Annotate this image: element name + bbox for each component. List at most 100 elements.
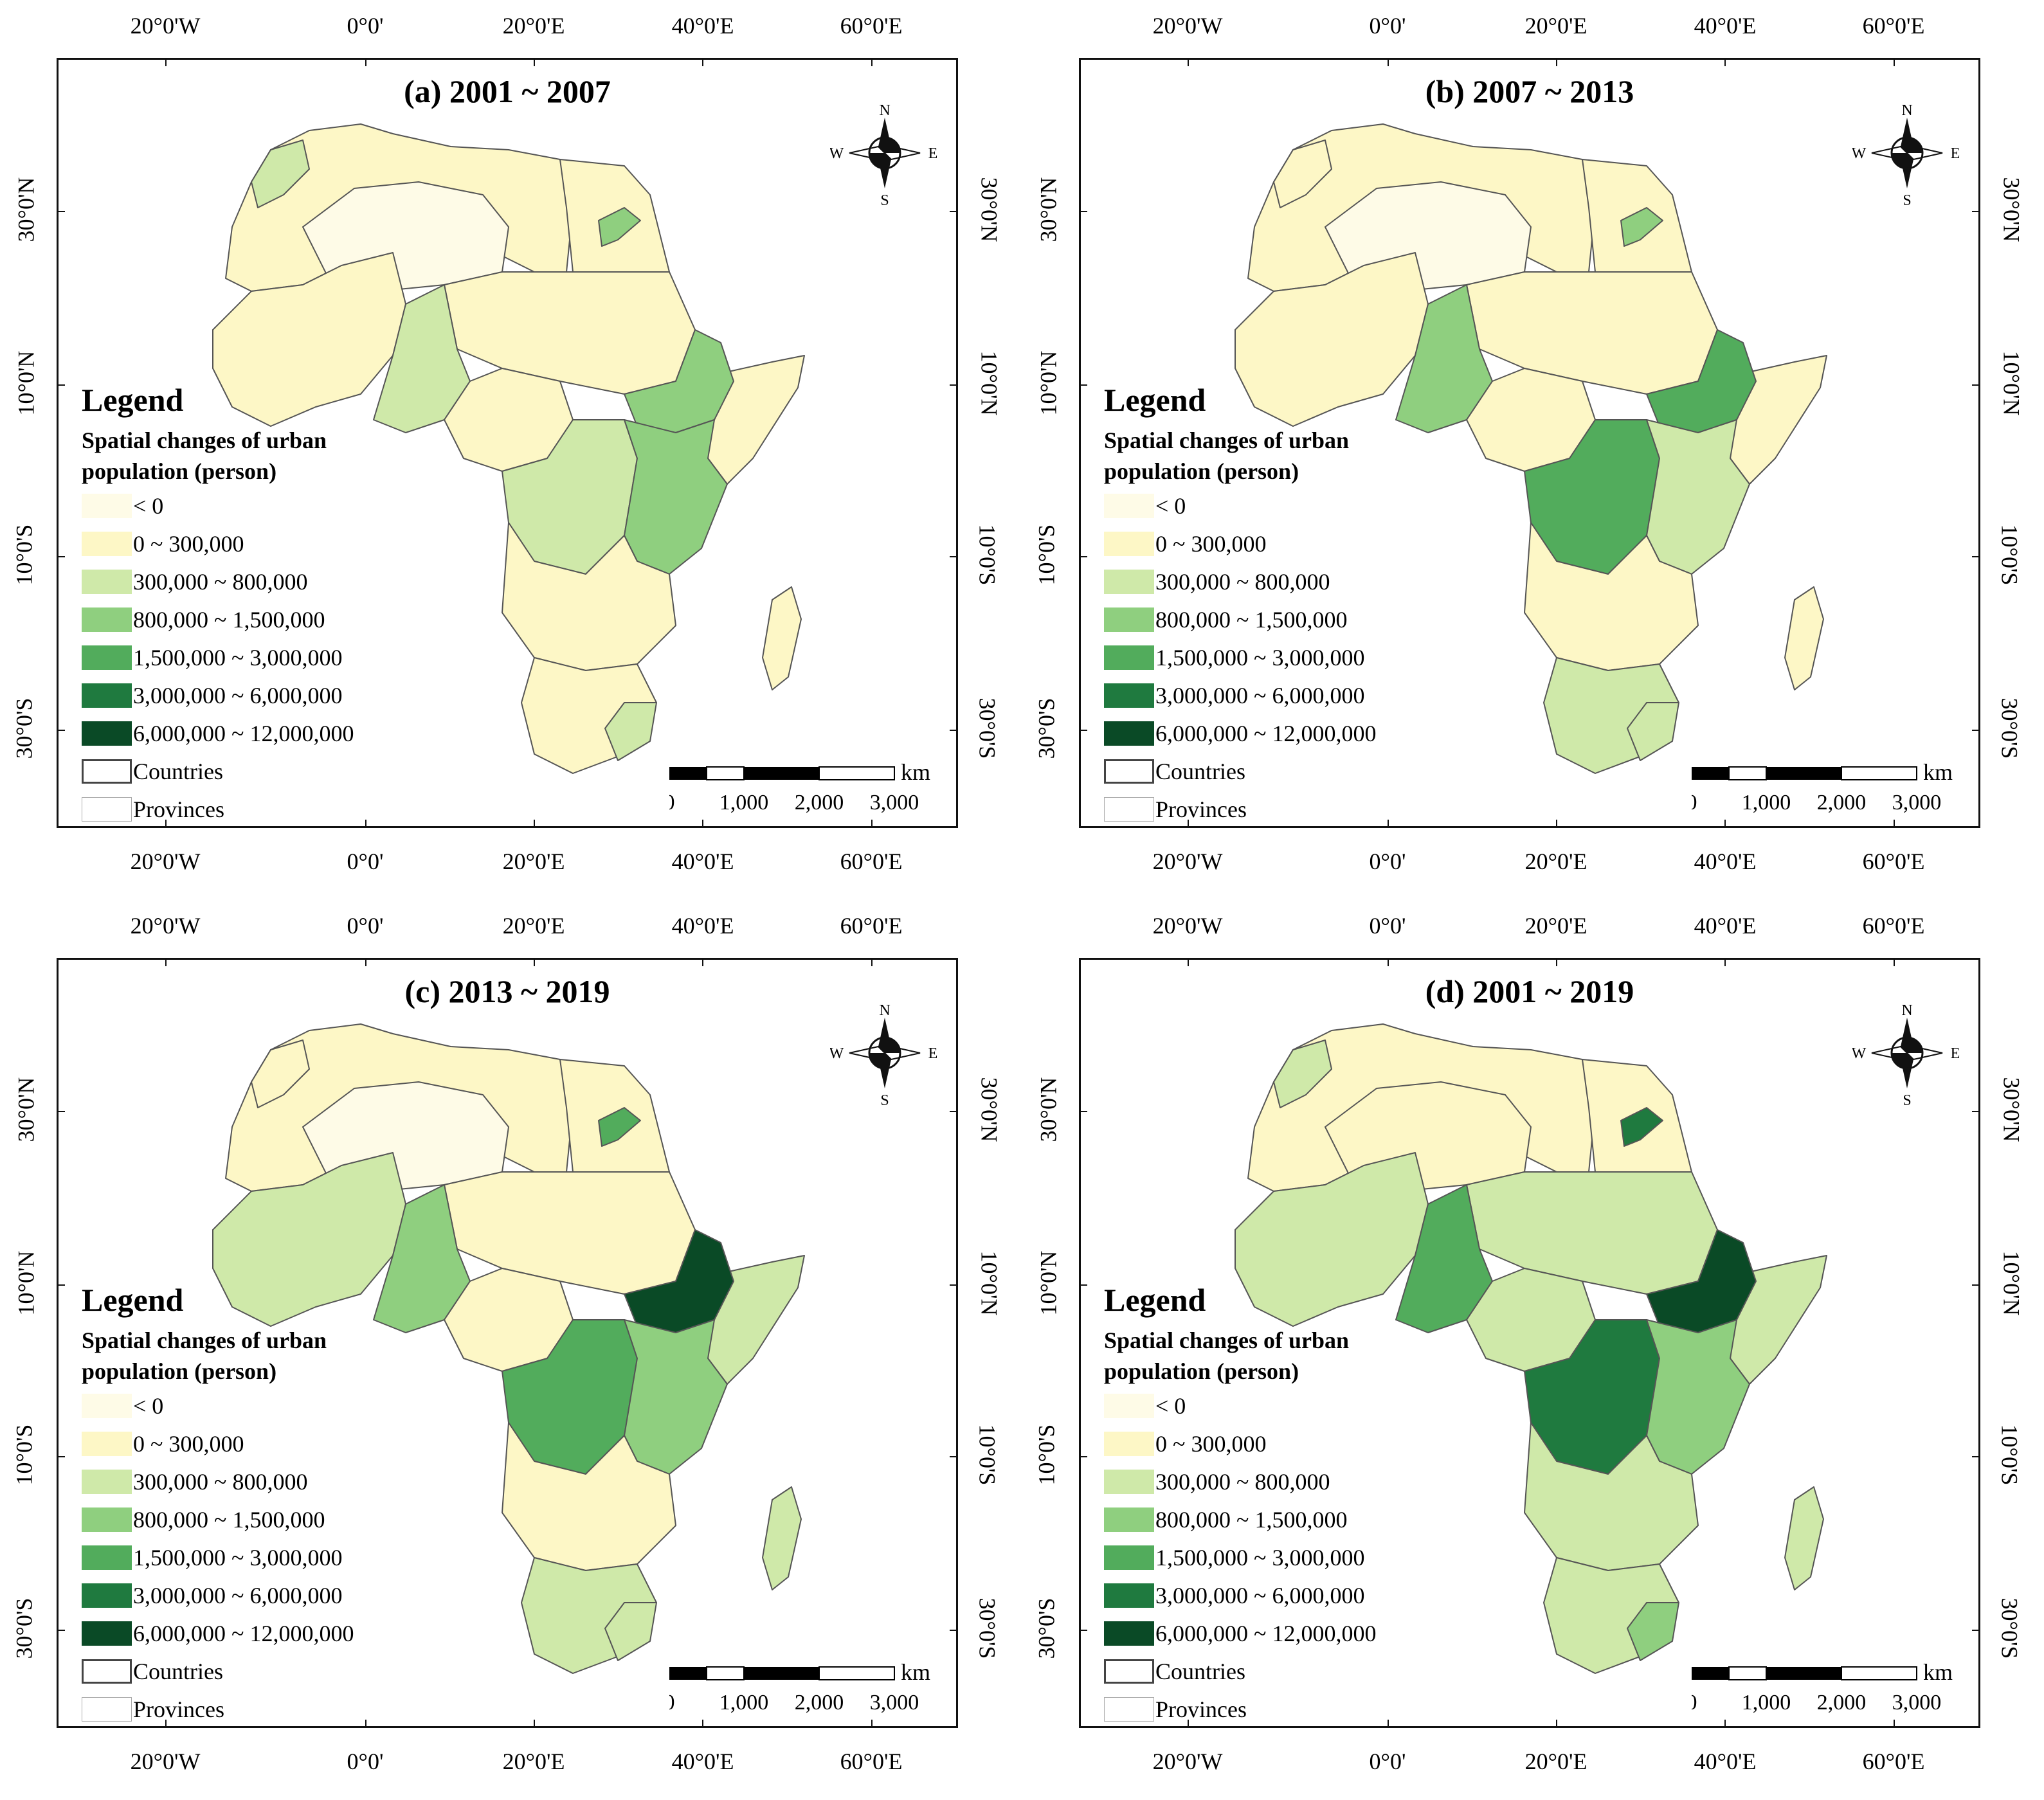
lon-label-top: 40°0'E: [671, 13, 734, 39]
compass-s: S: [1903, 1092, 1911, 1108]
scale-label: 1,000: [719, 791, 769, 815]
lon-label-top: 20°0'W: [1152, 913, 1223, 939]
region-eastafrica: [624, 419, 728, 575]
legend-swatch: [1104, 1469, 1154, 1494]
legend-label: 0 ~ 300,000: [133, 530, 244, 557]
legend-swatch: [1104, 645, 1154, 670]
legend-item: < 0: [1104, 1387, 1464, 1425]
region-sudan: [444, 1171, 696, 1295]
legend: Legend Spatial changes of urban populati…: [1104, 381, 1464, 826]
legend-swatch: [1104, 569, 1154, 594]
legend-item: 0 ~ 300,000: [82, 1425, 442, 1462]
legend-item: 1,500,000 ~ 3,000,000: [82, 638, 442, 676]
legend-classes: < 0 0 ~ 300,000 300,000 ~ 800,000 800,000 ~…: [1104, 487, 1464, 752]
region-eastafrica: [1646, 419, 1750, 575]
region-sudan: [1466, 1171, 1718, 1295]
legend-heading: Legend: [1104, 382, 1206, 418]
lon-label-top: 20°0'W: [1152, 13, 1223, 39]
countries-swatch: [82, 1659, 132, 1684]
legend-item: 6,000,000 ~ 12,000,000: [1104, 714, 1464, 752]
region-sudan: [444, 271, 696, 395]
scale-bar: km 0 1,000 2,000 3,000: [669, 760, 930, 815]
lon-label-bottom: 0°0': [1369, 1749, 1406, 1774]
legend-subtitle: population (person): [1104, 458, 1299, 484]
region-southafrica-e: [604, 1602, 657, 1661]
region-southafrica-e: [604, 702, 657, 761]
lon-label-top: 40°0'E: [671, 913, 734, 939]
legend-item-provinces: Provinces: [82, 1690, 442, 1726]
lat-label-right: 30°0'S: [974, 1598, 1000, 1659]
lon-label-top: 20°0'E: [1524, 913, 1587, 939]
legend-subtitle: Spatial changes of urban: [82, 428, 327, 453]
region-nile: [1620, 1107, 1663, 1147]
legend-classes: < 0 0 ~ 300,000 300,000 ~ 800,000 800,000 ~…: [1104, 1387, 1464, 1652]
region-nile: [598, 1107, 641, 1147]
legend-label: 1,500,000 ~ 3,000,000: [133, 1544, 343, 1571]
region-morocco: [1273, 1040, 1332, 1108]
legend-swatch: [1104, 1393, 1154, 1418]
lat-label-right: 10°0'S: [1996, 1424, 2023, 1486]
region-madagascar: [1784, 586, 1824, 690]
lon-label-bottom: 60°0'E: [840, 1749, 903, 1774]
lon-label-bottom: 20°0'E: [1524, 1749, 1587, 1774]
region-eastafrica: [624, 1319, 728, 1475]
legend-label: 3,000,000 ~ 6,000,000: [1155, 1582, 1365, 1608]
lon-label-bottom: 0°0': [1369, 849, 1406, 874]
lat-label-right: 30°0'S: [1996, 1598, 2023, 1659]
legend-item: 300,000 ~ 800,000: [82, 1462, 442, 1500]
region-nile: [598, 207, 641, 247]
legend-swatch: [1104, 721, 1154, 746]
lat-label-left: 10°0'S: [11, 1424, 37, 1486]
compass-e: E: [1951, 145, 1960, 162]
legend-item: 300,000 ~ 800,000: [1104, 1462, 1464, 1500]
legend-item: 3,000,000 ~ 6,000,000: [1104, 676, 1464, 714]
legend-swatch: [82, 1469, 132, 1494]
lat-label-right: 30°0'N: [976, 1077, 1002, 1142]
lon-label-top: 20°0'W: [130, 913, 201, 939]
lat-label-left: 30°0'S: [1033, 1598, 1060, 1659]
lat-label-left: 30°0'N: [1035, 1077, 1062, 1142]
legend-swatch: [1104, 1545, 1154, 1570]
legend-label: Countries: [133, 758, 223, 784]
africa-map: [1081, 60, 1978, 826]
scale-label: 2,000: [1817, 1691, 1867, 1715]
region-sudan: [1466, 271, 1718, 395]
legend-item: 800,000 ~ 1,500,000: [1104, 600, 1464, 638]
legend-swatch: [1104, 1583, 1154, 1608]
compass-n: N: [1901, 102, 1912, 119]
legend-swatch: [82, 531, 132, 556]
lat-label-right: 10°0'N: [1998, 1250, 2025, 1316]
lat-label-left: 30°0'S: [11, 1598, 37, 1659]
region-madagascar: [762, 1486, 802, 1590]
compass-n: N: [1901, 1002, 1912, 1019]
provinces-swatch: [82, 1697, 132, 1722]
scale-label: 0: [669, 1691, 675, 1715]
legend-label: Provinces: [1155, 1696, 1247, 1722]
legend-subtitle: population (person): [1104, 1358, 1299, 1384]
region-southcentral: [1524, 1422, 1699, 1571]
lon-label-bottom: 40°0'E: [1694, 849, 1757, 874]
lon-label-bottom: 60°0'E: [840, 849, 903, 874]
lat-label-right: 10°0'S: [1996, 524, 2023, 586]
map-panel-1: 20°0'W 0°0' 20°0'E 40°0'E 60°0'E 20°0'W …: [1022, 0, 2044, 900]
legend-label: < 0: [1155, 492, 1186, 519]
lat-label-right: 30°0'N: [1998, 1077, 2025, 1142]
africa-map: [59, 60, 956, 826]
legend-item: 3,000,000 ~ 6,000,000: [82, 676, 442, 714]
region-morocco: [1273, 140, 1332, 208]
legend-label: Countries: [1155, 1658, 1245, 1684]
legend-label: 6,000,000 ~ 12,000,000: [1155, 720, 1377, 746]
region-nile: [1620, 207, 1663, 247]
legend-label: 800,000 ~ 1,500,000: [1155, 606, 1348, 633]
legend-swatch: [82, 1621, 132, 1646]
scale-label: 2,000: [795, 791, 844, 815]
lat-label-left: 10°0'N: [13, 1250, 39, 1316]
lat-label-right: 10°0'S: [974, 524, 1000, 586]
map-panel-2: 20°0'W 0°0' 20°0'E 40°0'E 60°0'E 20°0'W …: [0, 900, 1022, 1800]
legend-label: 0 ~ 300,000: [1155, 530, 1267, 557]
lat-label-left: 30°0'S: [11, 698, 37, 759]
north-arrow-icon: N S E W: [1852, 102, 1960, 208]
scale-label: 2,000: [1817, 791, 1867, 815]
lon-label-top: 60°0'E: [1862, 13, 1925, 39]
legend-subtitle: Spatial changes of urban: [1104, 428, 1350, 453]
